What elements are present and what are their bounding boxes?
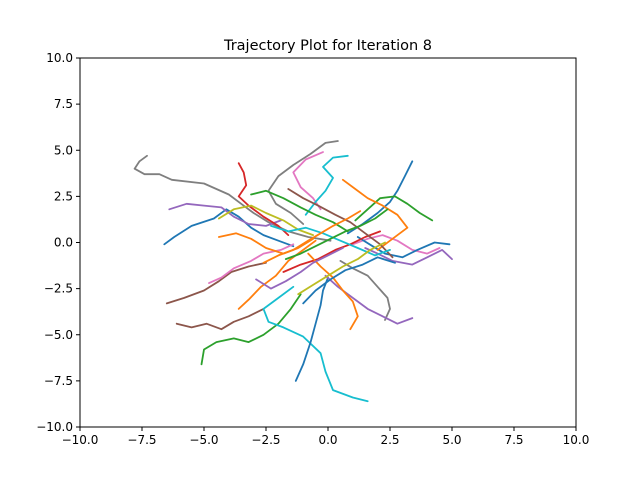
x-tick-label: −5.0 — [189, 433, 218, 447]
trajectory-line-27 — [307, 252, 359, 331]
trajectory-line-4 — [165, 261, 267, 305]
trajectory-line-26 — [342, 178, 409, 251]
trajectory-line-34 — [262, 210, 362, 264]
y-tick-label: −10.0 — [36, 420, 73, 434]
y-tick-label: −2.5 — [44, 282, 73, 296]
plot-frame — [79, 57, 577, 428]
trajectory-line-33 — [284, 208, 389, 260]
x-tick-label: 7.5 — [504, 433, 523, 447]
trajectory-line-7 — [262, 285, 369, 403]
trajectory-line-16 — [356, 236, 451, 259]
trajectory-line-8 — [294, 276, 329, 382]
trajectory-line-11 — [292, 151, 324, 211]
trajectory-line-9 — [237, 162, 290, 236]
x-tick-label: −10.0 — [62, 433, 99, 447]
y-tick-label: 10.0 — [46, 51, 73, 65]
trajectory-line-19 — [324, 274, 414, 325]
y-tick-label: −7.5 — [44, 374, 73, 388]
trajectory-line-32 — [302, 256, 396, 305]
trajectory-line-24 — [250, 189, 349, 233]
x-tick-label: −2.5 — [251, 433, 280, 447]
trajectory-line-6 — [200, 293, 302, 366]
trajectory-line-23 — [218, 232, 314, 255]
trajectory-line-20 — [237, 239, 317, 310]
trajectory-line-3 — [168, 202, 282, 227]
trajectory-line-14 — [354, 195, 434, 222]
trajectory-line-12 — [304, 154, 349, 216]
trajectory-line-15 — [351, 234, 441, 255]
series-layer — [133, 140, 453, 403]
x-tick-label: 2.5 — [380, 433, 399, 447]
x-tick-label: 5.0 — [442, 433, 461, 447]
trajectory-line-5 — [175, 308, 265, 331]
trajectory-line-28 — [287, 188, 394, 259]
trajectory-line-30 — [297, 241, 386, 296]
x-tick-label: −7.5 — [127, 433, 156, 447]
axes-layer: −10.0 −7.5 −5.0 −2.5 0.0 2.5 5.0 7.5 10.0 −10.0 −7… — [36, 51, 589, 447]
trajectory-line-10 — [267, 140, 339, 225]
trajectory-line-21 — [208, 243, 295, 284]
y-tick-label: 0.0 — [54, 236, 73, 250]
y-tick-label: 2.5 — [54, 189, 73, 203]
y-tick-label: 5.0 — [54, 143, 73, 157]
trajectory-line-29 — [270, 225, 391, 257]
trajectory-line-31 — [255, 247, 344, 290]
trajectory-line-2 — [163, 208, 295, 248]
y-tick-label: 7.5 — [54, 97, 73, 111]
trajectory-line-25 — [282, 230, 381, 273]
y-tick-label: −5.0 — [44, 328, 73, 342]
x-tick-label: 0.0 — [318, 433, 337, 447]
x-tick-label: 10.0 — [563, 433, 590, 447]
chart-title: Trajectory Plot for Iteration 8 — [223, 38, 432, 54]
